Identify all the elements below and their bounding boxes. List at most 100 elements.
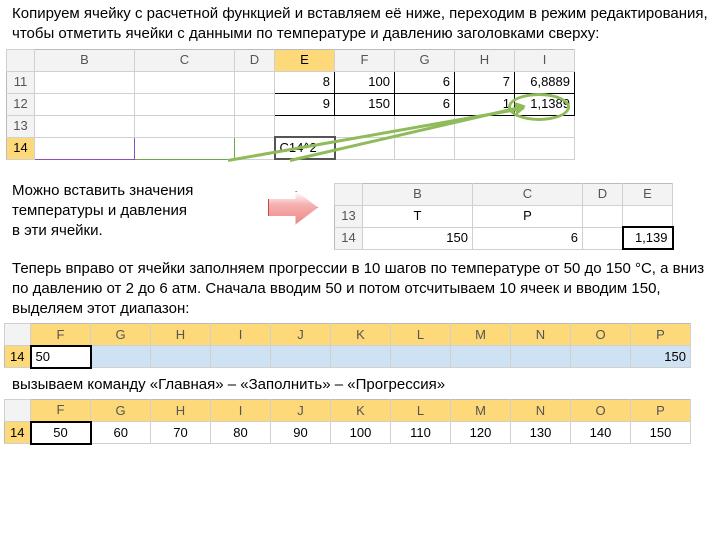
col-header[interactable]: I [211, 324, 271, 346]
cell-range-end[interactable]: 150 [631, 346, 691, 368]
cell-formula[interactable]: C14^2 [275, 137, 335, 159]
col-header-B[interactable]: B [363, 183, 473, 205]
cell[interactable] [235, 115, 275, 137]
col-header[interactable]: M [451, 400, 511, 422]
cell[interactable]: 6 [395, 93, 455, 115]
cell-ref-green[interactable] [135, 137, 235, 159]
cell-circled[interactable]: 1,1389 [515, 93, 575, 115]
cell[interactable] [35, 93, 135, 115]
row-header-13[interactable]: 13 [335, 205, 363, 227]
col-header-F[interactable]: F [335, 49, 395, 71]
col-header-E[interactable]: E [275, 49, 335, 71]
cell[interactable] [455, 115, 515, 137]
col-header[interactable]: K [331, 324, 391, 346]
col-header-I[interactable]: I [515, 49, 575, 71]
col-header-C[interactable]: C [473, 183, 583, 205]
cell[interactable] [135, 115, 235, 137]
row-header-13[interactable]: 13 [7, 115, 35, 137]
cell[interactable] [211, 346, 271, 368]
row-header-14[interactable]: 14 [5, 422, 31, 444]
col-header-G[interactable]: G [395, 49, 455, 71]
cell[interactable] [511, 346, 571, 368]
col-header-D[interactable]: D [235, 49, 275, 71]
row-header-14[interactable]: 14 [335, 227, 363, 249]
cell[interactable] [571, 346, 631, 368]
cell[interactable]: 130 [511, 422, 571, 444]
col-header[interactable]: G [91, 400, 151, 422]
cell[interactable]: 6,8889 [515, 71, 575, 93]
col-header[interactable]: P [631, 400, 691, 422]
cell[interactable] [335, 137, 395, 159]
cell[interactable]: 7 [455, 71, 515, 93]
cell[interactable]: 150 [363, 227, 473, 249]
cell[interactable] [395, 115, 455, 137]
cell[interactable] [451, 346, 511, 368]
col-header[interactable]: M [451, 324, 511, 346]
col-header[interactable]: N [511, 400, 571, 422]
cell[interactable] [235, 137, 275, 159]
cell[interactable] [623, 205, 673, 227]
cell[interactable]: 100 [331, 422, 391, 444]
row-header-11[interactable]: 11 [7, 71, 35, 93]
cell[interactable]: 110 [391, 422, 451, 444]
cell[interactable] [135, 71, 235, 93]
cell[interactable]: 90 [271, 422, 331, 444]
cell[interactable]: 50 [31, 422, 91, 444]
col-header[interactable]: H [151, 324, 211, 346]
col-header[interactable]: F [31, 324, 91, 346]
col-header[interactable]: O [571, 324, 631, 346]
cell[interactable]: 120 [451, 422, 511, 444]
cell[interactable]: 6 [395, 71, 455, 93]
cell[interactable]: 1 [455, 93, 515, 115]
col-header[interactable]: L [391, 400, 451, 422]
col-header[interactable]: P [631, 324, 691, 346]
col-header-C[interactable]: C [135, 49, 235, 71]
col-header[interactable]: O [571, 400, 631, 422]
cell[interactable] [91, 346, 151, 368]
col-header[interactable]: J [271, 400, 331, 422]
col-header[interactable]: J [271, 324, 331, 346]
cell[interactable] [151, 346, 211, 368]
cell[interactable] [35, 115, 135, 137]
col-header-H[interactable]: H [455, 49, 515, 71]
cell-ref-purple[interactable] [35, 137, 135, 159]
cell[interactable]: 70 [151, 422, 211, 444]
cell[interactable] [331, 346, 391, 368]
cell[interactable]: 150 [631, 422, 691, 444]
cell-range-start[interactable]: 50 [31, 346, 91, 368]
cell[interactable] [455, 137, 515, 159]
cell[interactable]: 150 [335, 93, 395, 115]
col-header[interactable]: N [511, 324, 571, 346]
col-header[interactable]: I [211, 400, 271, 422]
cell[interactable]: 8 [275, 71, 335, 93]
cell[interactable] [335, 115, 395, 137]
row-header-14[interactable]: 14 [5, 346, 31, 368]
cell[interactable]: 9 [275, 93, 335, 115]
cell-selected[interactable]: 1,139 [623, 227, 673, 249]
col-header[interactable]: K [331, 400, 391, 422]
cell[interactable]: 60 [91, 422, 151, 444]
row-header-12[interactable]: 12 [7, 93, 35, 115]
cell[interactable] [515, 137, 575, 159]
col-header-D[interactable]: D [583, 183, 623, 205]
cell[interactable]: 6 [473, 227, 583, 249]
col-header[interactable]: L [391, 324, 451, 346]
col-header-E[interactable]: E [623, 183, 673, 205]
cell[interactable]: 80 [211, 422, 271, 444]
cell[interactable] [235, 71, 275, 93]
cell[interactable] [515, 115, 575, 137]
cell[interactable]: P [473, 205, 583, 227]
col-header-B[interactable]: B [35, 49, 135, 71]
cell[interactable] [583, 205, 623, 227]
cell[interactable] [35, 71, 135, 93]
col-header[interactable]: G [91, 324, 151, 346]
cell[interactable] [395, 137, 455, 159]
cell[interactable] [271, 346, 331, 368]
cell[interactable] [391, 346, 451, 368]
cell[interactable]: 140 [571, 422, 631, 444]
col-header[interactable]: H [151, 400, 211, 422]
cell[interactable] [235, 93, 275, 115]
cell[interactable] [275, 115, 335, 137]
cell[interactable]: T [363, 205, 473, 227]
cell[interactable]: 100 [335, 71, 395, 93]
